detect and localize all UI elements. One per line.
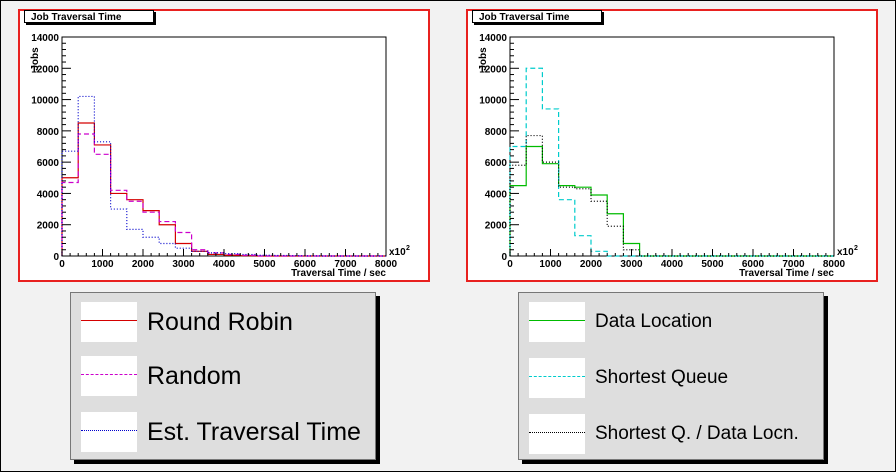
chart-left-svg: 0 1000 2000 3000 4000 5000 6000 7000 8000 0 2000 40… (30, 33, 410, 279)
legend-left: Round Robin Random Est. Traversal Time (70, 292, 376, 460)
x-tick-label: 3000 (172, 259, 195, 270)
y-tick-label: 10000 (479, 96, 507, 107)
y-tick-label: 6000 (485, 158, 508, 169)
legend-line-data-location (529, 320, 585, 321)
chart-title-left: Job Traversal Time (24, 10, 154, 23)
chart-right-svg: 0 1000 2000 3000 4000 5000 6000 7000 8000 0 2000 40… (478, 33, 858, 279)
y-tick-label: 8000 (485, 127, 508, 138)
x-tick-label: 3000 (620, 259, 643, 270)
series-shortest-q-data-locn-line (509, 134, 834, 257)
legend-swatch (529, 414, 585, 454)
x-multiplier-label: x10 (389, 247, 406, 258)
legend-label: Random (147, 362, 242, 390)
legend-label: Shortest Q. / Data Locn. (595, 423, 799, 444)
y-tick-label: 14000 (31, 33, 59, 44)
x-tick-label: 5000 (701, 259, 724, 270)
y-axis-label: Jobs (478, 47, 489, 71)
plot-frame (509, 36, 835, 257)
x-multiplier-label: x10 (837, 247, 854, 258)
legend-line-est-traversal-time (81, 430, 137, 431)
y-tick-label: 2000 (485, 221, 508, 232)
y-tick-label: 8000 (37, 127, 60, 138)
legend-label: Round Robin (147, 308, 293, 336)
x-axis-label: Traversal Time / sec (291, 268, 386, 279)
legend-swatch (81, 412, 137, 452)
legend-right: Data Location Shortest Queue Shortest Q.… (518, 292, 824, 460)
chart-title-right: Job Traversal Time (472, 10, 602, 23)
x-multiplier-exponent: 2 (854, 245, 858, 252)
legend-label: Est. Traversal Time (147, 418, 361, 446)
x-tick-label: 6000 (742, 259, 765, 270)
legend-swatch (81, 356, 137, 396)
chart-panel-left: 0 1000 2000 3000 4000 5000 6000 7000 8000 0 2000 40… (18, 9, 430, 282)
y-tick-label: 10000 (31, 96, 59, 107)
y-tick-label: 4000 (37, 189, 60, 200)
x-tick-label: 8000 (823, 259, 846, 270)
x-tick-label: 0 (507, 259, 513, 270)
x-tick-label: 7000 (782, 259, 805, 270)
legend-line-random (81, 374, 137, 375)
legend-line-shortest-q-data-locn (529, 432, 585, 433)
x-axis-label: Traversal Time / sec (739, 268, 834, 279)
x-tick-label: 5000 (253, 259, 276, 270)
x-tick-label: 6000 (294, 259, 317, 270)
x-tick-label: 2000 (132, 259, 155, 270)
x-tick-label: 7000 (334, 259, 357, 270)
legend-swatch (81, 302, 137, 342)
y-tick-label: 12000 (31, 64, 59, 75)
y-tick-label: 6000 (37, 158, 60, 169)
y-tick-label: 4000 (485, 189, 508, 200)
x-tick-label: 4000 (661, 259, 684, 270)
legend-line-shortest-queue (529, 376, 585, 377)
legend-line-round-robin (81, 320, 137, 321)
legend-swatch (529, 358, 585, 398)
chart-panel-right: 0 1000 2000 3000 4000 5000 6000 7000 8000 0 2000 40… (466, 9, 878, 282)
x-tick-label: 0 (59, 259, 65, 270)
y-axis-label: Jobs (30, 47, 41, 71)
x-tick-label: 2000 (580, 259, 603, 270)
x-tick-label: 8000 (375, 259, 398, 270)
legend-swatch (529, 302, 585, 342)
y-tick-label: 0 (501, 252, 507, 263)
y-tick-label: 0 (53, 252, 59, 263)
legend-label: Shortest Queue (595, 367, 729, 388)
legend-label: Data Location (595, 311, 713, 332)
x-tick-label: 4000 (213, 259, 236, 270)
plot-frame (61, 36, 387, 257)
x-multiplier-exponent: 2 (406, 245, 410, 252)
y-tick-label: 14000 (479, 33, 507, 44)
x-tick-label: 1000 (91, 259, 114, 270)
x-tick-label: 1000 (539, 259, 562, 270)
y-tick-label: 12000 (479, 64, 507, 75)
y-tick-label: 2000 (37, 221, 60, 232)
